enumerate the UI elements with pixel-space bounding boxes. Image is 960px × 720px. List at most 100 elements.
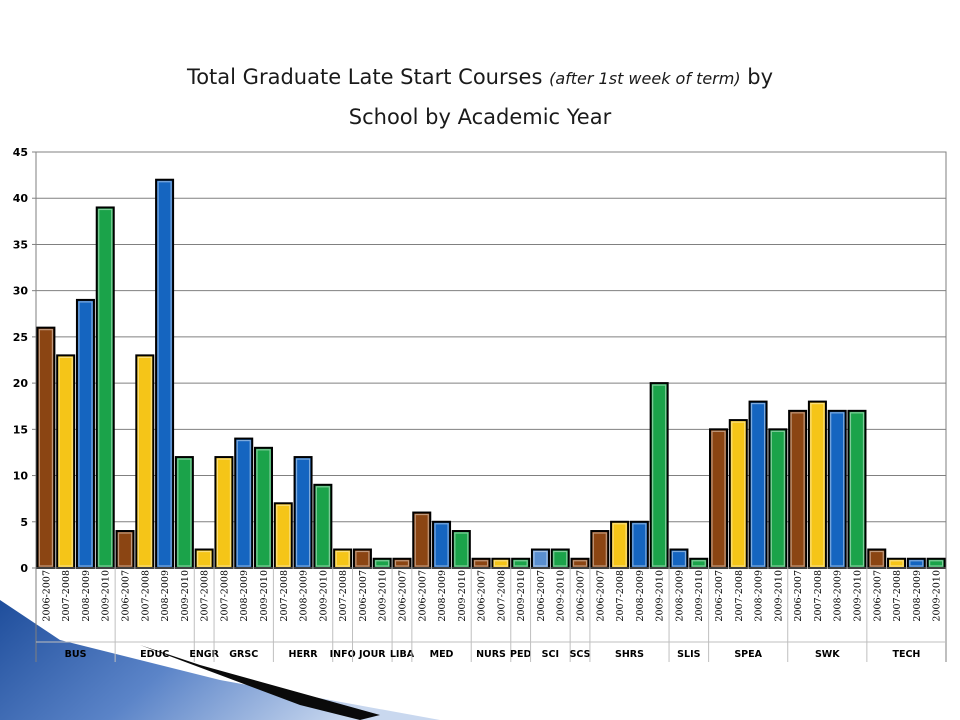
blue-swoosh-shape xyxy=(0,600,440,720)
bar-grsc-2007-2008 xyxy=(214,456,234,570)
bar-shrs-2006-2007 xyxy=(590,530,610,569)
x-tick-label-year: 2009‐2010 xyxy=(932,570,943,622)
title-part-3: by xyxy=(740,65,774,89)
y-tick-label: 0 xyxy=(20,562,28,575)
bar-bevel xyxy=(256,449,271,567)
bar-swk-2006-2007 xyxy=(788,409,808,569)
x-tick-label-year: 2007‐2008 xyxy=(338,570,349,622)
y-tick-label: 25 xyxy=(13,331,28,344)
bar-bevel xyxy=(750,403,766,567)
x-tick-label-year: 2007‐2008 xyxy=(892,570,903,622)
x-tick-label-school: SPEA xyxy=(734,649,762,660)
bar-bevel xyxy=(691,560,706,567)
bar-liba-2006-2007 xyxy=(392,557,412,569)
bar-tech-2008-2009 xyxy=(906,557,926,569)
bar-bevel xyxy=(98,208,113,567)
x-tick-label-year: 2006‐2007 xyxy=(595,570,606,622)
y-tick-label: 30 xyxy=(13,285,29,298)
title-part-1: Total Graduate Late Start Courses xyxy=(186,65,550,89)
bar-bevel xyxy=(58,356,73,567)
chart-title: Total Graduate Late Start Courses (after… xyxy=(0,58,960,136)
bar-shrs-2008-2009 xyxy=(629,520,649,569)
x-tick-label-year: 2008‐2009 xyxy=(674,570,685,622)
y-tick-label: 10 xyxy=(13,470,29,483)
x-tick-label-year: 2009‐2010 xyxy=(694,570,705,622)
x-tick-label-school: ENGR xyxy=(189,649,219,660)
bar-med-2006-2007 xyxy=(412,511,432,569)
x-tick-label-year: 2007‐2008 xyxy=(615,570,626,622)
bar-bevel xyxy=(513,560,528,567)
x-tick-label-year: 2008‐2009 xyxy=(160,570,171,622)
x-tick-label-year: 2006‐2007 xyxy=(793,570,804,622)
bar-swk-2008-2009 xyxy=(827,409,847,569)
x-tick-label-year: 2006‐2007 xyxy=(872,570,883,622)
x-tick-label-school: SHRS xyxy=(615,649,644,660)
black-swoosh-shape xyxy=(140,645,380,720)
bar-bus-2007-2008 xyxy=(56,354,76,569)
bar-educ-2007-2008 xyxy=(135,354,155,569)
x-tick-label-year: 2009‐2010 xyxy=(852,570,863,622)
bar-bevel xyxy=(790,412,805,567)
bar-slis-2008-2009 xyxy=(669,548,689,569)
bar-educ-2009-2010 xyxy=(174,456,194,570)
bar-bevel xyxy=(315,486,330,567)
bar-educ-2006-2007 xyxy=(115,530,135,569)
bar-bevel xyxy=(711,430,726,567)
x-tick-label-school: BUS xyxy=(65,649,87,660)
x-tick-label-year: 2007‐2008 xyxy=(496,570,507,622)
bar-engr-2007-2008 xyxy=(194,548,214,569)
x-tick-label-year: 2008‐2009 xyxy=(754,570,765,622)
bar-tech-2007-2008 xyxy=(887,557,907,569)
bar-sci-2009-2010 xyxy=(550,548,570,569)
bar-bevel xyxy=(592,532,607,567)
y-tick-label: 5 xyxy=(20,516,28,529)
bar-bevel xyxy=(216,458,232,567)
chart-title-line-2: School by Academic Year xyxy=(348,105,612,129)
bar-bevel xyxy=(78,301,93,567)
x-tick-label-year: 2007‐2008 xyxy=(279,570,290,622)
bar-grsc-2008-2009 xyxy=(234,437,254,570)
x-tick-label-school: PED xyxy=(510,649,531,660)
x-tick-label-year: 2006‐2007 xyxy=(397,570,408,622)
bar-bus-2006-2007 xyxy=(36,326,56,569)
bar-spea-2007-2008 xyxy=(728,419,748,570)
bar-bevel xyxy=(276,504,291,567)
bar-bevel xyxy=(671,550,687,567)
x-tick-label-year: 2007‐2008 xyxy=(734,570,745,622)
bar-bevel xyxy=(236,439,251,567)
x-tick-label-year: 2009‐2010 xyxy=(516,570,527,622)
bar-bevel xyxy=(434,523,449,567)
x-tick-label-year: 2009‐2010 xyxy=(773,570,784,622)
x-tick-label-year: 2009‐2010 xyxy=(318,570,329,622)
x-tick-label-year: 2008‐2009 xyxy=(299,570,310,622)
x-tick-label-year: 2007‐2008 xyxy=(140,570,151,622)
x-tick-label-school: SCI xyxy=(542,649,559,660)
x-tick-label-year: 2006‐2007 xyxy=(121,570,132,622)
bar-bevel xyxy=(414,513,429,567)
bar-shrs-2009-2010 xyxy=(649,382,669,569)
bar-bevel xyxy=(375,560,390,567)
chart-title-line-1: Total Graduate Late Start Courses (after… xyxy=(0,58,960,98)
x-tick-label-year: 2006‐2007 xyxy=(714,570,725,622)
x-tick-label-year: 2006‐2007 xyxy=(41,570,52,622)
bar-bevel xyxy=(612,523,627,567)
bar-bevel xyxy=(731,421,746,567)
x-tick-label-year: 2007‐2008 xyxy=(61,570,72,622)
bar-bevel xyxy=(652,384,667,567)
bar-bevel xyxy=(295,458,311,567)
bar-bevel xyxy=(533,550,548,567)
bar-bevel xyxy=(909,560,924,567)
bar-bevel xyxy=(355,550,370,567)
bar-med-2009-2010 xyxy=(451,530,471,569)
x-tick-label-year: 2009‐2010 xyxy=(378,570,389,622)
bar-shrs-2007-2008 xyxy=(610,520,630,569)
x-tick-label-year: 2009‐2010 xyxy=(457,570,468,622)
bar-herr-2009-2010 xyxy=(313,483,333,569)
x-tick-label-year: 2009‐2010 xyxy=(259,570,270,622)
x-tick-label-year: 2008‐2009 xyxy=(437,570,448,622)
x-tick-label-school: LIBA xyxy=(390,649,415,660)
x-tick-label-school: NURS xyxy=(476,649,506,660)
bar-nurs-2007-2008 xyxy=(491,557,511,569)
bar-slis-2009-2010 xyxy=(689,557,709,569)
